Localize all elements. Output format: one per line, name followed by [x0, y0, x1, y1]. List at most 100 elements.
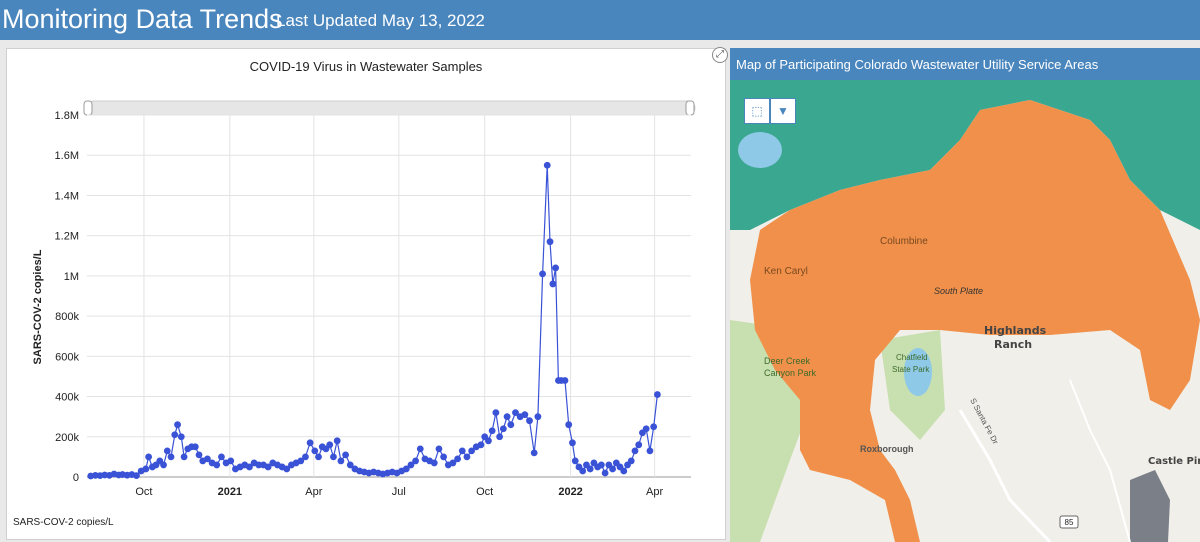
data-point[interactable] [635, 441, 643, 449]
data-point[interactable] [586, 465, 594, 473]
data-point[interactable] [195, 451, 203, 459]
data-point[interactable] [512, 409, 519, 417]
map-canvas[interactable]: Ken Caryl Columbine South Platte Highlan… [730, 80, 1200, 542]
data-point[interactable] [492, 409, 500, 417]
map-toolbar: ⬚ ▼ [744, 98, 796, 124]
data-point[interactable] [311, 447, 319, 455]
map-graphic: Ken Caryl Columbine South Platte Highlan… [730, 80, 1200, 542]
x-tick-label: Apr [305, 486, 322, 498]
data-point[interactable] [283, 465, 291, 473]
data-point[interactable] [326, 441, 334, 449]
tool-dropdown-button[interactable]: ▼ [770, 98, 796, 124]
data-point[interactable] [333, 437, 341, 445]
data-point[interactable] [565, 421, 573, 429]
data-point[interactable] [488, 427, 496, 435]
data-point[interactable] [218, 453, 225, 461]
range-handle-left[interactable] [83, 100, 93, 116]
data-point[interactable] [167, 453, 175, 461]
data-point[interactable] [440, 453, 448, 461]
data-point[interactable] [534, 413, 542, 421]
data-point[interactable] [315, 453, 322, 461]
data-point[interactable] [177, 433, 185, 441]
range-handle-right[interactable] [685, 100, 695, 116]
data-point[interactable] [191, 443, 199, 451]
data-point[interactable] [255, 461, 263, 469]
data-point[interactable] [246, 463, 253, 471]
service-area [750, 100, 1200, 542]
data-point[interactable] [449, 459, 457, 467]
map-label-castle-pines: Castle Pin [1148, 456, 1200, 467]
data-point[interactable] [145, 453, 153, 461]
data-point[interactable] [346, 461, 354, 469]
data-point[interactable] [171, 431, 179, 439]
data-point[interactable] [620, 467, 628, 475]
data-point[interactable] [507, 421, 515, 429]
data-point[interactable] [485, 437, 492, 445]
data-point[interactable] [407, 461, 415, 469]
data-point[interactable] [561, 377, 569, 384]
data-point[interactable] [180, 453, 188, 461]
y-tick-label: 600k [55, 351, 79, 363]
data-point[interactable] [477, 441, 485, 449]
data-point[interactable] [499, 425, 507, 433]
lake [904, 348, 932, 396]
data-point[interactable] [454, 455, 462, 463]
data-point[interactable] [503, 413, 511, 421]
data-point[interactable] [416, 445, 424, 453]
data-point[interactable] [597, 461, 605, 469]
page-title: Monitoring Data Trends [2, 4, 283, 34]
data-point[interactable] [642, 425, 650, 433]
data-point[interactable] [463, 453, 471, 461]
data-point[interactable] [496, 433, 504, 441]
select-icon: ⬚ [751, 104, 763, 118]
map-label-santa-fe: S Santa Fe Dr [968, 397, 1000, 446]
data-point[interactable] [337, 457, 345, 465]
data-point[interactable] [579, 467, 587, 475]
x-tick-label: 2021 [218, 486, 242, 498]
data-point[interactable] [543, 161, 551, 169]
data-point[interactable] [601, 469, 609, 477]
x-tick-label: Apr [646, 486, 663, 498]
data-point[interactable] [142, 465, 150, 473]
data-point[interactable] [264, 463, 272, 471]
select-tool-button[interactable]: ⬚ [744, 98, 770, 124]
data-point[interactable] [160, 461, 167, 469]
data-point[interactable] [539, 270, 546, 278]
data-point[interactable] [163, 447, 171, 455]
data-point[interactable] [650, 423, 658, 431]
data-point[interactable] [204, 455, 211, 463]
data-point[interactable] [653, 391, 661, 398]
data-point[interactable] [412, 457, 420, 465]
data-point[interactable] [458, 447, 466, 455]
data-point[interactable] [569, 439, 576, 447]
data-point[interactable] [526, 417, 533, 425]
data-point[interactable] [133, 472, 140, 479]
data-point[interactable] [342, 451, 349, 459]
data-point[interactable] [306, 439, 314, 447]
range-slider[interactable] [83, 100, 696, 116]
data-point[interactable] [302, 453, 309, 461]
data-point[interactable] [468, 447, 476, 455]
data-point[interactable] [609, 465, 616, 473]
data-point[interactable] [546, 238, 554, 246]
data-point[interactable] [627, 457, 635, 465]
data-point[interactable] [330, 453, 337, 461]
data-point[interactable] [549, 280, 557, 288]
data-point[interactable] [174, 421, 181, 429]
expand-icon[interactable]: ⤢ [712, 47, 728, 63]
chart-footnote: SARS-COV-2 copies/L [13, 517, 114, 528]
data-point[interactable] [530, 449, 538, 457]
data-point[interactable] [227, 457, 235, 465]
data-point[interactable] [646, 447, 654, 455]
data-point[interactable] [402, 465, 410, 473]
data-point[interactable] [571, 457, 579, 465]
svg-text:85: 85 [1065, 518, 1074, 527]
line-chart: COVID-19 Virus in Wastewater Samples 0 20… [32, 59, 696, 498]
data-point[interactable] [430, 459, 438, 467]
data-point[interactable] [521, 411, 529, 419]
data-point[interactable] [213, 461, 221, 469]
data-point[interactable] [297, 457, 305, 465]
data-point[interactable] [552, 264, 560, 272]
data-point[interactable] [631, 447, 639, 455]
data-point[interactable] [435, 445, 443, 453]
